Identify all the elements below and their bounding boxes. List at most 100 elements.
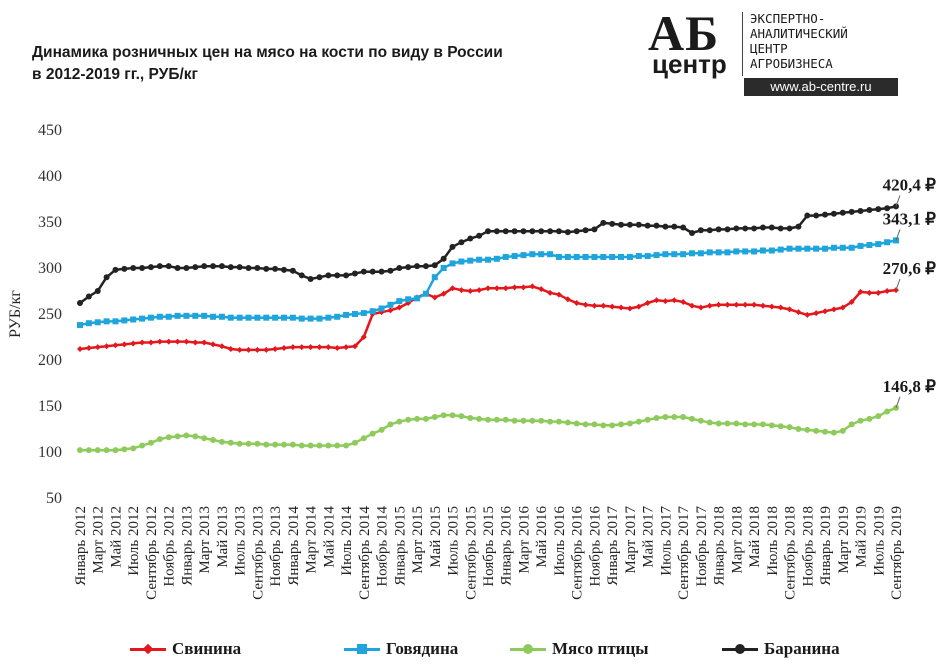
- data-point: [272, 441, 279, 448]
- data-point: [511, 417, 518, 424]
- data-point: [582, 227, 589, 234]
- data-point: [502, 285, 509, 292]
- legend-item: Мясо птицы: [510, 637, 649, 661]
- data-point: [511, 253, 518, 260]
- data-point: [777, 246, 784, 253]
- data-point: [768, 247, 775, 254]
- x-tick-label: Январь 2016: [499, 506, 515, 586]
- data-point: [600, 253, 607, 260]
- data-point: [609, 422, 616, 429]
- data-point: [254, 265, 261, 271]
- data-point: [422, 290, 429, 297]
- data-point: [582, 301, 589, 308]
- chart-title-line-2: в 2012-2019 гг., РУБ/кг: [32, 66, 198, 83]
- data-point: [662, 298, 669, 305]
- data-point: [236, 440, 243, 447]
- data-point: [210, 313, 217, 320]
- data-point: [218, 263, 225, 270]
- logo-url: www.ab-centre.ru: [744, 78, 898, 96]
- data-point: [485, 416, 491, 423]
- data-point: [325, 344, 332, 351]
- data-point: [697, 304, 704, 311]
- legend-label: Мясо птицы: [552, 639, 649, 658]
- data-point: [431, 294, 438, 301]
- x-tick-label: Сентябрь 2018: [783, 506, 799, 600]
- data-point: [360, 310, 367, 317]
- data-point: [822, 245, 829, 252]
- data-point: [334, 442, 341, 449]
- data-point: [653, 414, 660, 421]
- data-point: [538, 417, 545, 424]
- data-point: [555, 228, 562, 235]
- x-tick-label: Май 2013: [215, 506, 231, 568]
- data-point: [866, 242, 873, 248]
- data-point: [378, 305, 385, 312]
- data-point: [343, 272, 350, 279]
- x-tick-label: Сентябрь 2019: [889, 506, 905, 600]
- logo-org-line: АГРОБИЗНЕСА: [750, 56, 833, 71]
- end-label-leader: [895, 278, 901, 291]
- data-point: [564, 253, 571, 260]
- data-point: [538, 286, 545, 293]
- data-point: [635, 253, 642, 260]
- data-point: [884, 239, 891, 246]
- data-point: [502, 253, 509, 260]
- data-point: [316, 344, 323, 351]
- logo-org-line: ЦЕНТР: [750, 41, 788, 56]
- data-point: [192, 433, 199, 440]
- legend-marker: [142, 643, 154, 654]
- data-point: [529, 251, 536, 258]
- data-point: [94, 344, 101, 351]
- logo-divider: [742, 12, 743, 76]
- data-point: [422, 415, 429, 422]
- data-point: [529, 283, 536, 290]
- data-point: [112, 318, 119, 325]
- x-tick-label: Июль 2018: [765, 506, 781, 576]
- data-point: [671, 414, 678, 421]
- x-tick-label: Июль 2019: [871, 506, 887, 576]
- data-point: [360, 268, 367, 275]
- data-point: [786, 424, 793, 431]
- data-point: [689, 415, 695, 422]
- data-point: [644, 416, 651, 423]
- data-point: [564, 419, 571, 426]
- data-point: [449, 412, 456, 419]
- data-point: [830, 244, 837, 251]
- data-point: [857, 417, 864, 424]
- data-point: [476, 415, 483, 422]
- data-point: [85, 345, 92, 352]
- data-point: [786, 306, 793, 313]
- data-point: [281, 314, 287, 321]
- end-value-label: 146,8 ₽: [883, 377, 937, 396]
- data-point: [458, 413, 465, 420]
- data-point: [298, 272, 305, 279]
- data-point: [147, 264, 154, 271]
- data-point: [449, 243, 456, 250]
- data-point: [351, 439, 358, 446]
- data-point: [857, 288, 864, 295]
- data-point: [156, 338, 163, 345]
- data-point: [360, 334, 367, 340]
- data-point: [103, 447, 110, 454]
- data-point: [281, 345, 287, 352]
- data-point: [139, 442, 146, 449]
- data-point: [387, 267, 394, 274]
- data-point: [653, 252, 660, 259]
- x-tick-label: Ноябрь 2016: [587, 506, 603, 587]
- data-point: [768, 303, 775, 310]
- data-point: [485, 256, 491, 263]
- data-point: [103, 318, 110, 325]
- data-point: [680, 299, 687, 306]
- data-point: [715, 301, 722, 308]
- data-point: [387, 307, 394, 314]
- data-point: [130, 340, 137, 347]
- x-tick-label: Май 2018: [747, 506, 763, 568]
- logo-org-line: ЭКСПЕРТНО-: [750, 11, 826, 26]
- data-point: [431, 274, 438, 281]
- data-point: [378, 426, 385, 433]
- end-value-label: 343,1 ₽: [883, 209, 937, 228]
- data-point: [121, 265, 128, 272]
- data-point: [626, 305, 633, 312]
- data-point: [493, 228, 500, 235]
